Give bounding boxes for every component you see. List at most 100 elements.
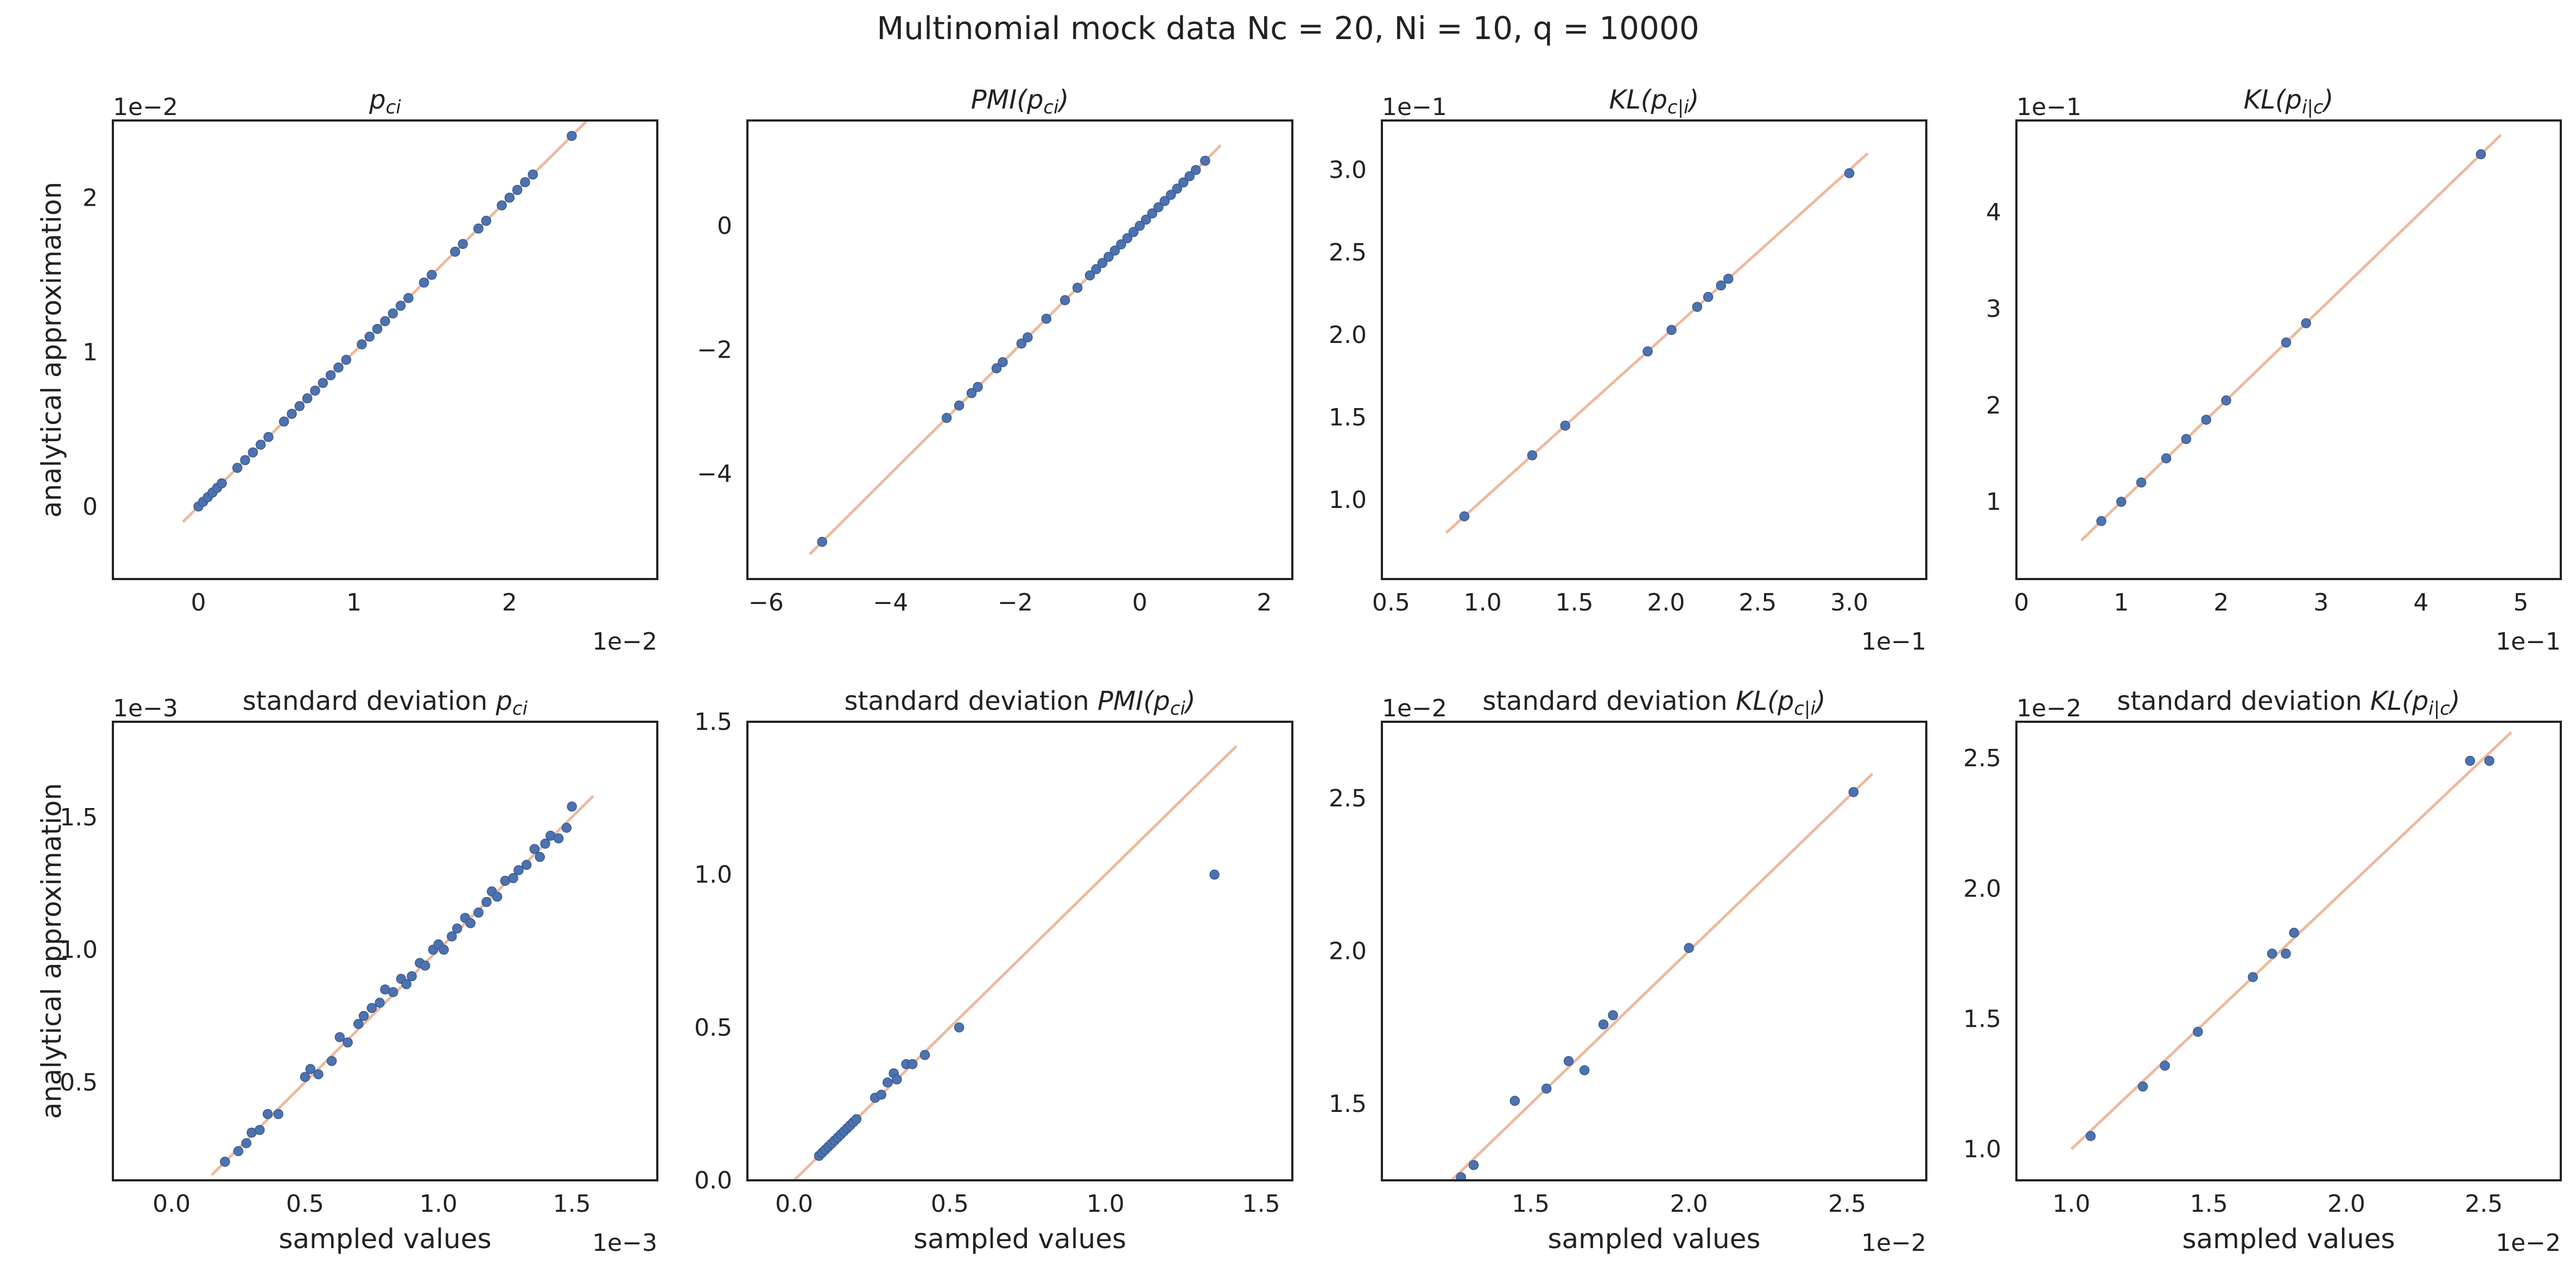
data-point (998, 357, 1008, 367)
data-point (2289, 927, 2299, 938)
data-point (255, 1124, 265, 1135)
x-tick-label: 0 (191, 589, 206, 616)
data-point (521, 860, 532, 870)
points-group (220, 802, 577, 1167)
x-tick-label: 2 (2213, 589, 2229, 616)
data-point (1666, 325, 1677, 335)
x-tick-label: 2.0 (1670, 1190, 1708, 1218)
x-tick-label: −2 (998, 589, 1033, 616)
y-tick-label: 0 (717, 212, 732, 240)
data-point (1541, 1083, 1552, 1094)
data-point (1459, 511, 1470, 522)
x-tick-label: 1.0 (1464, 589, 1502, 616)
data-point (1642, 346, 1653, 357)
data-point (388, 987, 398, 997)
data-point (403, 293, 414, 303)
data-point (420, 961, 430, 971)
data-point (305, 1064, 316, 1074)
data-point (567, 802, 577, 812)
x-tick-label: 3 (2313, 589, 2328, 616)
axes-frame (1381, 119, 1927, 580)
y-tick-label: 3 (1986, 295, 2001, 323)
subplot-title: KL(pc|i) (1609, 85, 1699, 118)
axes-frame (1381, 721, 1927, 1181)
subplot-title: KL(pi|c) (2244, 85, 2334, 118)
y-tick-label: 1.0 (1963, 1135, 2001, 1163)
data-point (241, 1138, 252, 1148)
data-point (2136, 477, 2147, 488)
data-point (2096, 516, 2107, 526)
data-point (364, 332, 375, 342)
data-point (232, 462, 243, 473)
y-tick-label: −2 (697, 336, 732, 364)
data-point (473, 907, 484, 918)
data-point (1456, 1172, 1467, 1180)
data-point (2301, 318, 2311, 328)
data-point (450, 246, 460, 257)
y-offset-label: 1e−2 (1382, 695, 1447, 722)
data-point (2193, 1027, 2203, 1037)
data-point (357, 339, 367, 349)
data-point (341, 354, 352, 365)
data-point (2476, 149, 2486, 160)
y-tick-label: 3.0 (1329, 156, 1367, 184)
data-point (941, 412, 952, 423)
data-point (1097, 258, 1108, 268)
data-point (1159, 196, 1170, 206)
data-point (481, 896, 492, 907)
data-point (567, 131, 577, 141)
x-tick-label: 0.0 (153, 1190, 191, 1218)
data-point (1716, 280, 1727, 291)
data-point (263, 431, 274, 442)
data-point (1178, 177, 1189, 188)
data-point (508, 873, 518, 883)
axes-frame (746, 119, 1293, 580)
subplot-8: 1.0 1.5 2.0 2.5 1.0 1.5 2.0 2.5 1e−2 1e−2 standard… (1963, 686, 2562, 1257)
data-point (1091, 264, 1101, 275)
points-group (2085, 755, 2495, 1141)
x-tick-label: 1.5 (553, 1190, 591, 1218)
data-point (1184, 171, 1195, 182)
data-point (1116, 239, 1126, 250)
data-point (513, 865, 524, 875)
y-tick-label: 1.0 (1329, 486, 1367, 514)
x-axis-label: sampled values (278, 1223, 491, 1255)
x-tick-label: 2.5 (1739, 589, 1776, 616)
data-point (2085, 1131, 2096, 1141)
data-point (1200, 155, 1210, 166)
data-point (1579, 1065, 1590, 1076)
data-point (427, 270, 437, 280)
data-point (1153, 202, 1164, 213)
data-point (366, 1003, 377, 1013)
data-point (1103, 251, 1114, 262)
x-tick-label: 0 (1132, 589, 1147, 616)
y-tick-label: 2.0 (1963, 875, 2001, 902)
data-point (220, 1156, 230, 1167)
data-point (1703, 291, 1714, 302)
data-point (2116, 497, 2127, 507)
y-tick-label: 4 (1986, 199, 2001, 226)
data-point (380, 316, 390, 327)
data-point (1684, 943, 1694, 953)
x-tick-label: −4 (873, 589, 908, 616)
y-tick-label: 2.5 (1963, 745, 2001, 772)
x-offset-label: 1e−2 (2496, 1229, 2561, 1257)
data-point (817, 537, 827, 547)
data-point (334, 1032, 345, 1042)
data-point (302, 393, 313, 404)
data-point (529, 844, 540, 854)
y-axis-label: analytical approximation (36, 182, 67, 518)
data-point (1172, 183, 1182, 194)
data-point (540, 838, 550, 849)
data-point (333, 362, 344, 373)
y-tick-label: 1.5 (60, 804, 98, 831)
data-point (318, 378, 328, 388)
data-point (313, 1069, 323, 1079)
x-tick-label: 0 (2014, 589, 2029, 616)
data-point (1468, 1160, 1479, 1171)
x-tick-label: 2 (1257, 589, 1272, 616)
data-point (1134, 220, 1145, 231)
x-axis-label: sampled values (1547, 1223, 1760, 1255)
